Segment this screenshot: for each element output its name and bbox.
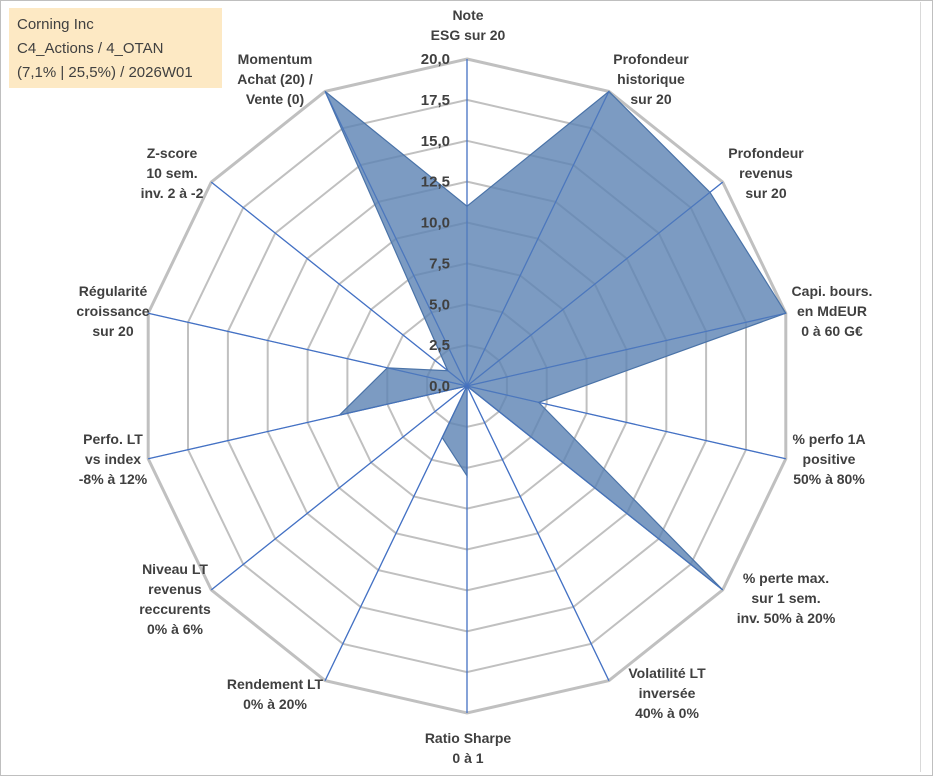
tick-label: 5,0 (429, 296, 450, 313)
category-label-line: Achat (20) / (237, 71, 313, 87)
tick-label: 0,0 (429, 378, 450, 395)
category-label-line: croissance (76, 303, 149, 319)
category-label: Volatilité LT inversée 40% à 0% (628, 665, 706, 721)
category-label: Rendement LT 0% à 20% (227, 676, 324, 712)
axis-spoke-overlay (148, 312, 468, 387)
category-label-line: sur 20 (92, 323, 133, 339)
category-label-line: sur 20 (745, 185, 786, 201)
period-label: (7,1% | 25,5%) / 2026W01 (17, 64, 193, 81)
category-label: Régularité croissance sur 20 (76, 283, 149, 339)
category-label: Z-score 10 sem. inv. 2 à -2 (141, 145, 204, 201)
category-label-line: 0 à 60 G€ (801, 323, 863, 339)
axis-spoke-overlay (210, 181, 468, 387)
category-label-line: 50% à 80% (793, 471, 865, 487)
category-label-line: positive (803, 451, 856, 467)
series-area (324, 90, 787, 591)
category-label: Note ESG sur 20 (431, 7, 506, 43)
category-label-line: Perfo. LT (83, 431, 143, 447)
category-label-line: Capi. bours. (792, 283, 873, 299)
category-label-line: 0% à 20% (243, 696, 307, 712)
category-label-line: sur 20 (630, 91, 671, 107)
category-label-line: Z-score (147, 145, 198, 161)
category-label-line: % perfo 1A (792, 431, 865, 447)
category-label-line: Vente (0) (246, 91, 304, 107)
category-label-line: Niveau LT (142, 561, 208, 577)
tick-label: 17,5 (421, 92, 450, 109)
axis-spoke-overlay (466, 385, 724, 591)
category-label-line: Profondeur (613, 51, 689, 67)
category-label-line: 0% à 6% (147, 621, 204, 637)
category-label-line: inversée (639, 685, 696, 701)
category-label: Niveau LT revenus reccurents 0% à 6% (139, 561, 211, 637)
axis-spoke-overlay (466, 385, 610, 681)
category-label: Capi. bours. en MdEUR 0 à 60 G€ (792, 283, 873, 339)
category-label-line: Profondeur (728, 145, 804, 161)
category-label-line: 40% à 0% (635, 705, 699, 721)
portfolio-label: C4_Actions / 4_OTAN (17, 40, 164, 57)
category-label: Perfo. LT vs index -8% à 12% (79, 431, 148, 487)
axis-spoke-overlay (466, 91, 610, 387)
category-label: Momentum Achat (20) / Vente (0) (237, 51, 313, 107)
category-label-line: en MdEUR (797, 303, 867, 319)
axis-spoke-overlay (466, 181, 724, 387)
tick-label: 20,0 (421, 51, 450, 68)
info-box: Corning Inc C4_Actions / 4_OTAN (7,1% | … (9, 8, 222, 88)
axis-spoke-overlay (148, 385, 468, 460)
axis-spoke-overlay (466, 385, 786, 460)
category-label-line: ESG sur 20 (431, 27, 506, 43)
category-label-line: Ratio Sharpe (425, 730, 512, 746)
category-label-line: Régularité (79, 283, 148, 299)
tick-label: 15,0 (421, 133, 450, 150)
axis-spoke-overlay (324, 91, 468, 387)
tick-label: 7,5 (429, 255, 450, 272)
category-label-line: % perte max. (743, 570, 829, 586)
category-label-line: reccurents (139, 601, 211, 617)
category-label-line: Momentum (238, 51, 313, 67)
category-label-line: 10 sem. (146, 165, 197, 181)
axis-spoke-overlay (324, 385, 468, 681)
category-label-line: historique (617, 71, 685, 87)
tick-label: 12,5 (421, 174, 450, 191)
window-edge (920, 2, 921, 772)
tick-label: 2,5 (429, 337, 450, 354)
category-label: Profondeur historique sur 20 (613, 51, 689, 107)
company-name: Corning Inc (17, 16, 94, 33)
category-label-line: revenus (148, 581, 202, 597)
category-label-line: revenus (739, 165, 793, 181)
category-label-line: vs index (85, 451, 141, 467)
category-label: % perfo 1A positive 50% à 80% (792, 431, 865, 487)
category-label: Ratio Sharpe 0 à 1 (425, 730, 512, 766)
category-label-line: Volatilité LT (628, 665, 706, 681)
category-label: Profondeur revenus sur 20 (728, 145, 804, 201)
axis-spoke-overlay (210, 385, 468, 591)
category-label-line: Note (452, 7, 483, 23)
category-label-line: -8% à 12% (79, 471, 148, 487)
category-label-line: inv. 50% à 20% (737, 610, 836, 626)
tick-label: 10,0 (421, 215, 450, 232)
category-label-line: 0 à 1 (452, 750, 483, 766)
axis-spoke-overlay (466, 312, 786, 387)
category-label: % perte max. sur 1 sem. inv. 50% à 20% (737, 570, 836, 626)
category-label-line: sur 1 sem. (751, 590, 820, 606)
category-label-line: Rendement LT (227, 676, 324, 692)
category-label-line: inv. 2 à -2 (141, 185, 204, 201)
